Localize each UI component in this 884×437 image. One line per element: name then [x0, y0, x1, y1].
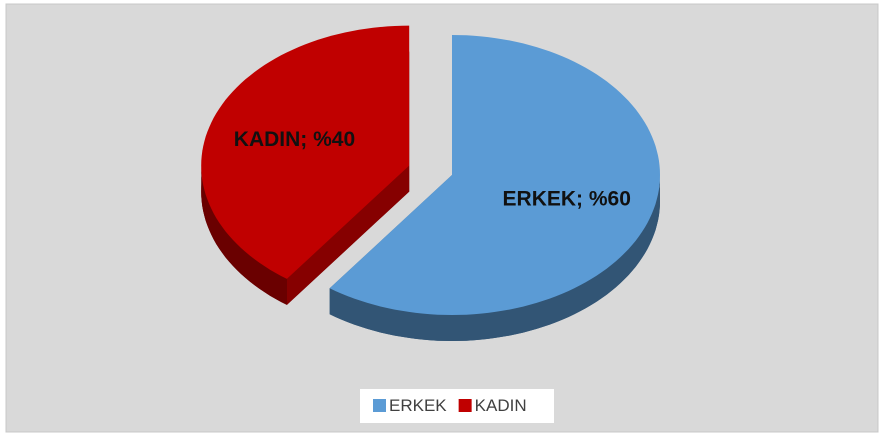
legend-label: KADIN	[475, 396, 527, 415]
slice-top	[201, 25, 410, 279]
slice-top	[329, 35, 660, 315]
data-label: KADIN; %40	[234, 128, 355, 151]
legend-label: ERKEK	[389, 396, 447, 415]
slice-cut-face	[286, 165, 410, 305]
slice	[329, 35, 660, 341]
legend-box	[360, 389, 554, 423]
slice-side	[201, 165, 287, 305]
data-label: ERKEK; %60	[503, 188, 631, 211]
slice-side	[329, 175, 660, 341]
legend-swatch	[458, 399, 472, 412]
slice	[201, 25, 410, 305]
legend-swatch	[373, 399, 386, 412]
